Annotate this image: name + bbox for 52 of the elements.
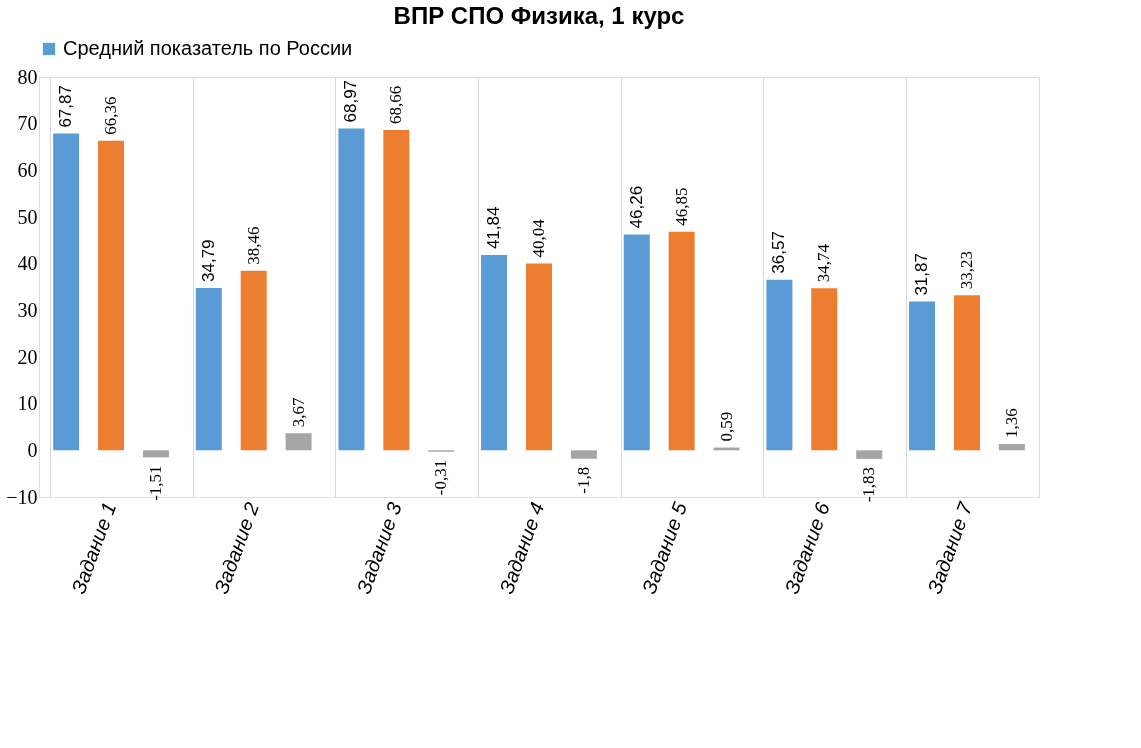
y-tick-label: −10 (6, 485, 38, 508)
y-tick-label: 0 (27, 438, 38, 461)
data-label: 41,84 (484, 206, 504, 250)
data-label: -1,83 (859, 466, 879, 503)
bar (383, 129, 410, 451)
bar (98, 140, 125, 451)
bar (856, 450, 883, 459)
bar (526, 263, 552, 451)
bar (285, 433, 312, 451)
y-tick-label: 10 (17, 392, 38, 415)
data-label: -1,51 (145, 465, 165, 501)
y-tick-label: 20 (17, 345, 38, 368)
data-label: 40,04 (529, 218, 548, 258)
bar (195, 287, 222, 451)
data-label: 1,36 (1001, 408, 1021, 438)
bar (240, 270, 267, 451)
bar (909, 301, 936, 451)
data-label: 67,87 (56, 85, 76, 128)
bar (142, 450, 169, 458)
data-label: 68,97 (341, 79, 361, 123)
bar (481, 255, 508, 451)
data-label: 0,59 (716, 411, 736, 442)
bar (623, 234, 650, 451)
data-label: 33,23 (956, 251, 976, 290)
data-label: 66,36 (101, 96, 121, 135)
bar (668, 231, 695, 451)
data-label: 68,66 (386, 85, 406, 124)
legend-label: Средний показатель по России (63, 37, 353, 59)
y-tick-label: 60 (17, 158, 38, 181)
bar (811, 288, 838, 451)
data-label: -0,31 (431, 459, 451, 496)
bar (998, 443, 1025, 451)
data-label: 3,67 (288, 396, 308, 428)
data-label: 46,85 (671, 187, 691, 226)
y-tick-label: 50 (17, 205, 38, 228)
data-label: -1,8 (573, 466, 593, 494)
data-label: 38,46 (243, 226, 263, 265)
y-tick-label: 40 (17, 252, 38, 275)
data-label: 34,74 (814, 243, 834, 283)
y-tick-label: 30 (17, 298, 38, 321)
data-label: 36,57 (769, 231, 789, 274)
data-label: 46,26 (626, 185, 646, 229)
y-tick-label: 70 (17, 112, 38, 135)
bar (570, 450, 597, 459)
bar (953, 295, 980, 451)
bar (338, 128, 365, 451)
chart-title: ВПР СПО Физика, 1 курс (393, 2, 685, 29)
y-tick-label: 80 (17, 65, 38, 88)
bar (53, 133, 80, 451)
data-label: 34,79 (198, 239, 218, 282)
bar (766, 279, 793, 451)
data-label: 31,87 (912, 253, 932, 296)
